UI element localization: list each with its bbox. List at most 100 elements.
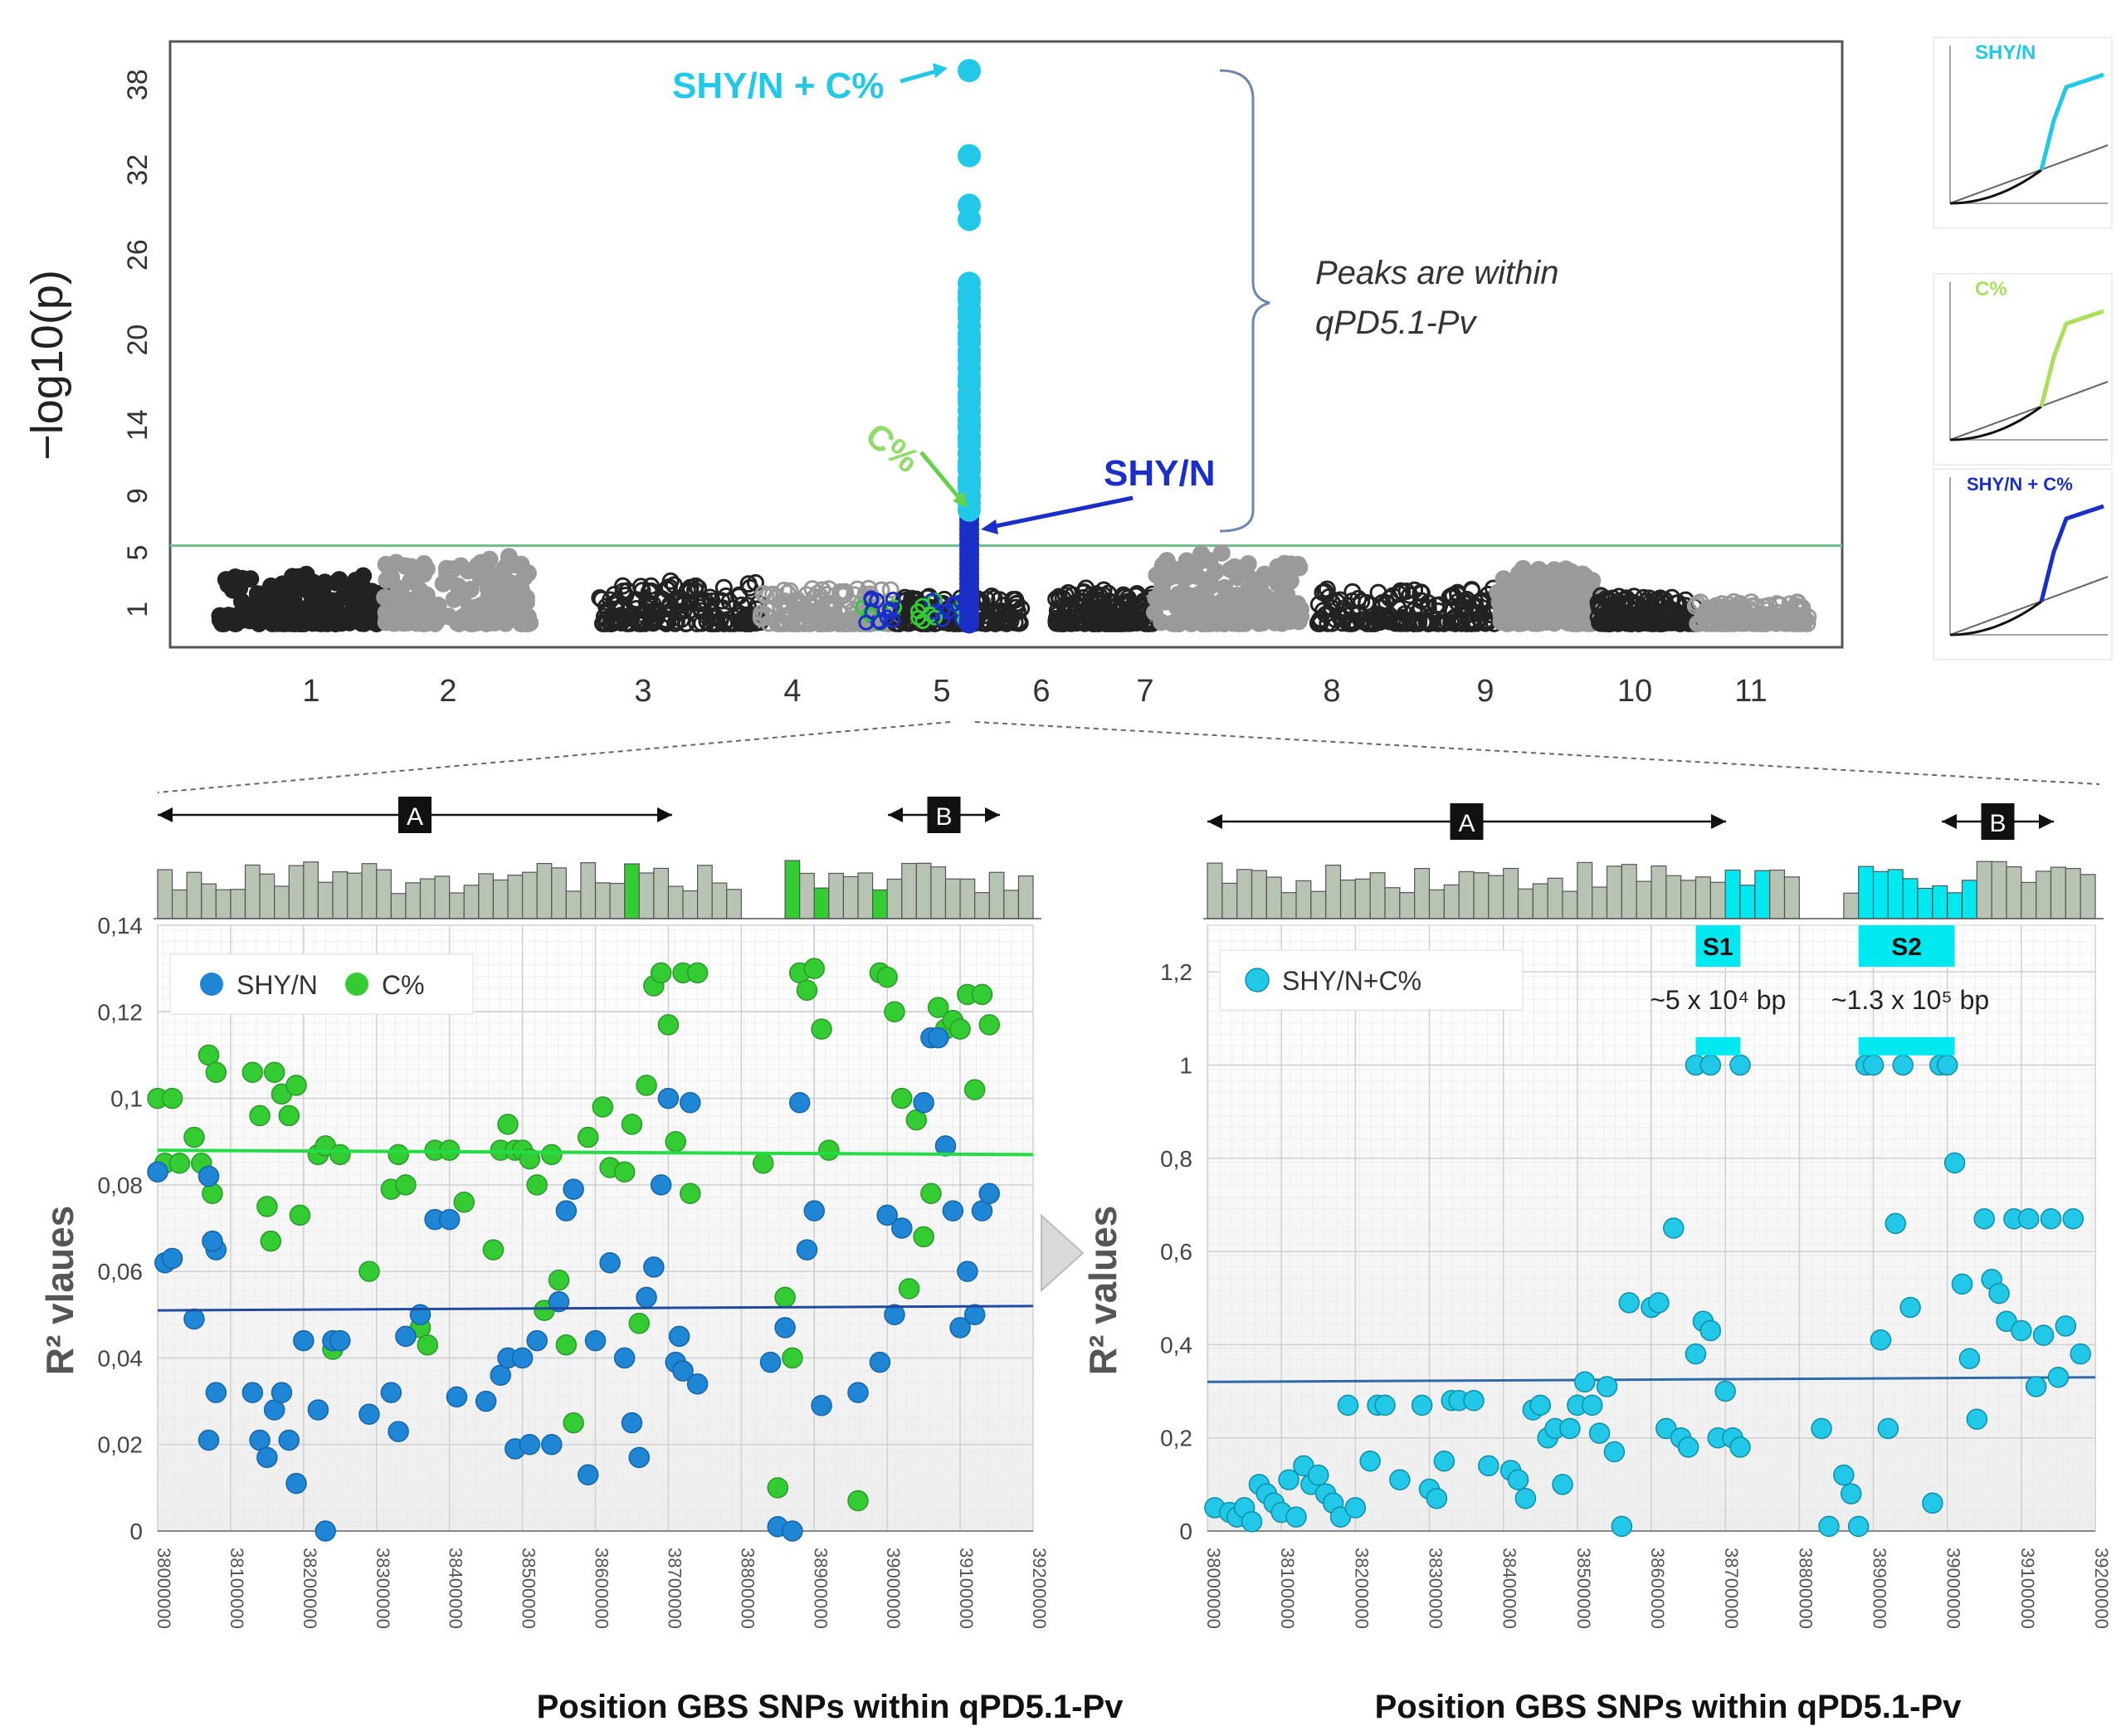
manhattan-point: [1147, 589, 1165, 607]
manhattan-point: [444, 560, 462, 578]
histogram-bar: [594, 882, 611, 919]
histogram-bar: [1295, 880, 1312, 919]
manhattan-point: [1090, 614, 1108, 632]
manhattan-point: [1651, 612, 1669, 630]
c-point: [260, 1230, 282, 1252]
histogram-bar: [171, 889, 188, 919]
manhattan-point: [1202, 569, 1220, 588]
right-r2-panel: Position GBS SNPs within qPD5.1-Pv R² va…: [1081, 803, 2112, 1725]
legend-c-marker: [345, 973, 368, 996]
manhattan-point: [1100, 592, 1119, 610]
x-tick-label: 38900000: [810, 1548, 831, 1629]
histogram-bar: [1414, 867, 1431, 919]
manhattan-point: [1448, 612, 1466, 631]
y-tick-label: 0,12: [98, 999, 144, 1025]
c-point: [417, 1334, 439, 1356]
histogram-bar: [1769, 869, 1786, 919]
manhattan-point: [1610, 602, 1628, 621]
c-point: [665, 1130, 686, 1153]
y-tick-label: 0: [129, 1519, 143, 1544]
histogram-bar: [419, 878, 436, 919]
c-point: [752, 1153, 774, 1174]
combined-point: [1514, 1487, 1537, 1509]
chromosome-labels: 1 2 3 4 5 6 7 8 9 10 11: [302, 674, 1767, 709]
combined-point: [1529, 1394, 1551, 1417]
manhattan-point: [1419, 594, 1437, 612]
histogram-bar: [784, 860, 801, 919]
x-tick-label: 38500000: [519, 1548, 539, 1629]
s1-size-label: ~5 x 10⁴ bp: [1650, 985, 1786, 1015]
x-tick-label: 38100000: [1277, 1548, 1298, 1629]
manhattan-point: [1435, 613, 1453, 631]
manhattan-point: [763, 599, 781, 617]
combined-point: [1943, 1152, 1966, 1174]
y-tick-label: 1: [1179, 1052, 1192, 1078]
manhattan-point: [1489, 583, 1507, 602]
y-tick-label: 0,8: [1160, 1146, 1192, 1172]
c-point: [650, 962, 672, 984]
qq-diagonal: [1949, 576, 2109, 636]
c-point: [285, 1075, 307, 1096]
c-point: [577, 1126, 599, 1148]
combined-trait-label: SHY/N + C%: [672, 66, 885, 106]
manhattan-point: [1008, 602, 1026, 621]
histogram-bar: [259, 873, 276, 919]
c-point: [278, 1105, 300, 1127]
histogram-bar: [317, 881, 334, 919]
combined-point: [2025, 1376, 2047, 1397]
manhattan-point: [321, 612, 339, 630]
c-point: [811, 1018, 832, 1040]
sh-point: [183, 1308, 205, 1330]
x-tick-label: 38000000: [1203, 1548, 1224, 1629]
c-point: [592, 1096, 614, 1118]
panel-transition-arrow: [1041, 1213, 1085, 1293]
histogram-bar: [930, 866, 947, 919]
histogram-bar: [1858, 866, 1875, 919]
manhattan-point: [1278, 586, 1296, 604]
manhattan-point: [1323, 598, 1341, 617]
sh-trait-label: SHY/N: [1104, 453, 1215, 494]
histogram-bar: [944, 878, 961, 919]
manhattan-point: [480, 550, 499, 568]
manhattan-point: [283, 568, 301, 586]
qq-label: C%: [1975, 278, 2007, 300]
histogram-bar: [1621, 864, 1637, 919]
manhattan-point: [497, 558, 515, 576]
manhattan-point: [327, 573, 345, 592]
combined-point: [1588, 1422, 1611, 1444]
histogram-bar: [667, 885, 684, 919]
manhattan-point: [1697, 601, 1715, 619]
c-point: [657, 1014, 680, 1036]
region-a-label: A: [407, 803, 423, 831]
x-tick-label: 38200000: [300, 1548, 320, 1629]
sh-point: [599, 1251, 621, 1274]
histogram-bar: [478, 873, 495, 919]
histogram-bar: [871, 889, 888, 919]
manhattan-point: [1472, 593, 1490, 612]
qq-significant-curve: [2039, 309, 2104, 407]
manhattan-point: [429, 596, 447, 614]
manhattan-point: [1290, 558, 1309, 576]
manhattan-point: [259, 587, 277, 605]
sh-point: [395, 1325, 417, 1348]
right-xlabel: Position GBS SNPs within qPD5.1-Pv: [1375, 1689, 1963, 1725]
manhattan-point: [1524, 612, 1543, 630]
manhattan-point: [1379, 608, 1397, 627]
manhattan-point: [614, 583, 632, 601]
manhattan-ytick-label: 9: [122, 488, 154, 504]
histogram-bar: [726, 889, 742, 919]
chromosome-label: 7: [1136, 674, 1153, 709]
histogram-bar: [1917, 887, 1933, 919]
s2-bar: [1858, 1036, 1955, 1056]
manhattan-point: [1238, 609, 1256, 627]
c-point: [949, 1018, 971, 1040]
histogram-bar: [507, 875, 524, 919]
peak-point-combined: [958, 280, 981, 304]
manhattan-point: [487, 602, 505, 621]
manhattan-point: [797, 586, 816, 604]
manhattan-point: [642, 577, 661, 595]
c-point: [621, 1114, 643, 1135]
combined-point: [1433, 1451, 1456, 1472]
histogram-bar: [1236, 869, 1253, 919]
x-tick-label: 38400000: [1499, 1548, 1520, 1629]
